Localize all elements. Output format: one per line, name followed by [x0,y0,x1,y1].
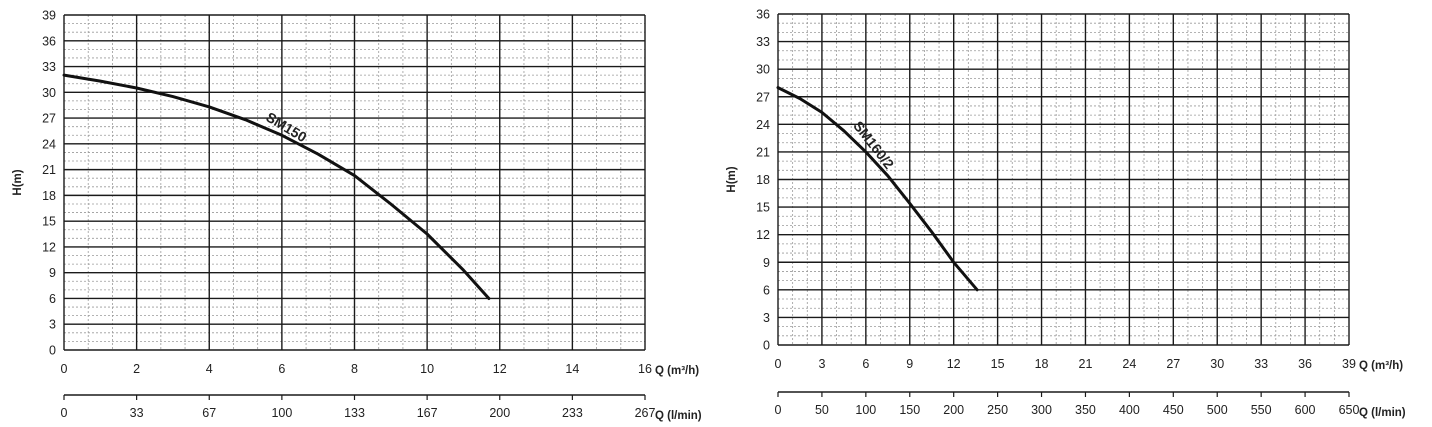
y-tick-label: 33 [756,35,770,49]
x-tick-label: 30 [1210,357,1224,371]
secondary-x-tick-label: 200 [489,406,510,420]
secondary-x-tick-label: 550 [1251,403,1272,417]
x-axis-label: Q (m³/h) [1359,360,1403,372]
x-tick-label: 39 [1342,357,1356,371]
y-tick-label: 15 [756,201,770,215]
secondary-x-tick-label: 100 [855,403,876,417]
x-tick-label: 18 [1035,357,1049,371]
x-tick-label: 3 [818,357,825,371]
x-tick-label: 10 [420,362,434,376]
y-axis-label: H(m) [12,169,24,195]
secondary-x-tick-label: 200 [943,403,964,417]
secondary-x-tick-label: 400 [1119,403,1140,417]
y-tick-label: 33 [42,60,56,74]
x-tick-label: 6 [278,362,285,376]
x-tick-label: 2 [133,362,140,376]
x-tick-label: 4 [206,362,213,376]
y-tick-label: 27 [42,112,56,126]
secondary-x-tick-label: 450 [1163,403,1184,417]
secondary-x-tick-label: 50 [815,403,829,417]
y-tick-label: 0 [49,344,56,358]
secondary-x-tick-label: 267 [635,406,656,420]
y-tick-label: 36 [42,34,56,48]
secondary-x-tick-label: 167 [417,406,438,420]
y-tick-label: 12 [756,228,770,242]
secondary-x-tick-label: 300 [1031,403,1052,417]
y-tick-label: 3 [49,318,56,332]
x-tick-label: 24 [1122,357,1136,371]
secondary-x-tick-label: 0 [61,406,68,420]
performance-curve [776,86,979,292]
secondary-x-tick-label: 100 [271,406,292,420]
secondary-x-axis-label: Q (l/min) [655,410,702,422]
y-tick-label: 18 [42,189,56,203]
x-tick-label: 36 [1298,357,1312,371]
secondary-x-tick-label: 67 [202,406,216,420]
y-tick-label: 18 [756,173,770,187]
secondary-x-tick-label: 500 [1207,403,1228,417]
y-tick-label: 24 [42,137,56,151]
secondary-x-tick-label: 133 [344,406,365,420]
y-tick-label: 9 [763,256,770,270]
x-tick-label: 12 [493,362,507,376]
x-tick-label: 0 [775,357,782,371]
x-tick-label: 16 [638,362,652,376]
x-tick-label: 21 [1079,357,1093,371]
y-tick-label: 6 [763,283,770,297]
y-tick-label: 36 [756,8,770,22]
curve-label: SM150 [263,109,309,146]
x-tick-label: 0 [61,362,68,376]
y-tick-label: 9 [49,266,56,280]
secondary-x-tick-label: 350 [1075,403,1096,417]
y-tick-label: 39 [42,9,56,23]
y-tick-label: 27 [756,90,770,104]
secondary-x-tick-label: 0 [775,403,782,417]
secondary-x-tick-label: 233 [562,406,583,420]
x-tick-label: 27 [1166,357,1180,371]
secondary-x-tick-label: 150 [899,403,920,417]
x-tick-label: 9 [906,357,913,371]
secondary-x-tick-label: 650 [1339,403,1360,417]
x-tick-label: 12 [947,357,961,371]
y-tick-label: 6 [49,292,56,306]
x-tick-label: 33 [1254,357,1268,371]
x-axis-label: Q (m³/h) [655,365,699,377]
secondary-x-tick-label: 600 [1295,403,1316,417]
y-tick-label: 24 [756,118,770,132]
y-tick-label: 21 [756,145,770,159]
performance-curve [62,73,491,300]
secondary-x-tick-label: 250 [987,403,1008,417]
y-axis-label: H(m) [726,166,738,192]
y-tick-label: 21 [42,163,56,177]
y-tick-label: 0 [763,339,770,353]
secondary-x-tick-label: 33 [130,406,144,420]
y-tick-label: 12 [42,240,56,254]
secondary-x-axis-label: Q (l/min) [1359,407,1406,419]
y-tick-label: 3 [763,311,770,325]
x-tick-label: 15 [991,357,1005,371]
x-tick-label: 14 [565,362,579,376]
y-tick-label: 30 [756,63,770,77]
x-tick-label: 6 [862,357,869,371]
x-tick-label: 8 [351,362,358,376]
y-tick-label: 15 [42,215,56,229]
y-tick-label: 30 [42,86,56,100]
